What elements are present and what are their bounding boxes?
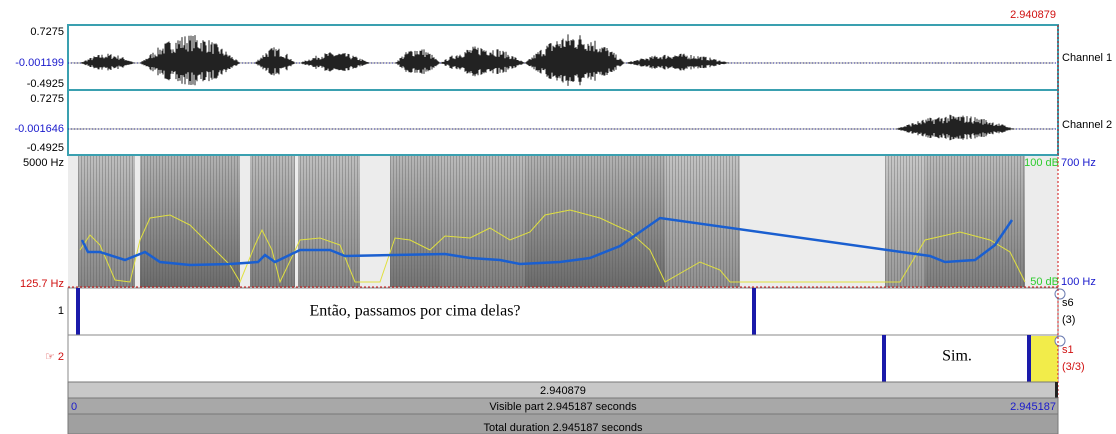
visible-part: Visible part 2.945187 seconds: [489, 401, 637, 413]
amp-mid: -0.001646: [14, 123, 64, 135]
freq-bottom: 125.7 Hz: [20, 278, 64, 290]
pitch-top: 700 Hz: [1061, 157, 1096, 169]
cursor-time: 2.940879: [1010, 9, 1056, 21]
amp-mid: -0.001199: [15, 57, 64, 69]
pitch-bottom: 100 Hz: [1061, 276, 1096, 288]
db-bottom: 50 dB: [1030, 276, 1059, 288]
spectral-striation: [298, 156, 360, 287]
spectral-striation: [525, 156, 665, 287]
total-duration: Total duration 2.945187 seconds: [483, 422, 643, 434]
visible-start: 0: [71, 401, 77, 413]
freq-top: 5000 Hz: [23, 157, 64, 169]
boundary[interactable]: [1027, 335, 1031, 382]
channel-label: Channel 1: [1062, 52, 1112, 64]
interval-text[interactable]: Sim.: [942, 348, 972, 365]
spectral-striation: [390, 156, 440, 287]
boundary[interactable]: [76, 288, 80, 335]
selection-duration: 2.940879: [540, 385, 586, 397]
tier-1[interactable]: [68, 288, 1058, 335]
channel-2-box: [68, 90, 1058, 155]
boundary[interactable]: [882, 335, 886, 382]
tier-count: (3): [1062, 314, 1075, 326]
spectral-striation: [140, 156, 240, 287]
tier-number: ☞ 2: [45, 351, 64, 363]
visible-end: 2.945187: [1010, 401, 1056, 413]
tier-2[interactable]: [68, 335, 1058, 382]
db-top: 100 dB: [1024, 157, 1059, 169]
channel-label: Channel 2: [1062, 119, 1112, 131]
spectral-striation: [78, 156, 135, 287]
tier-name: s1: [1062, 344, 1074, 356]
textgrid-editor: 2.940879 0.7275 -0.001199 -0.4925 Channe…: [0, 0, 1116, 434]
bar-edge: [1055, 382, 1058, 398]
amp-max: 0.7275: [30, 26, 64, 38]
page: 2.940879 0.7275 -0.001199 -0.4925 Channe…: [0, 0, 1116, 434]
tier-number: 1: [58, 305, 64, 317]
amp-min: -0.4925: [27, 142, 64, 154]
amp-min: -0.4925: [27, 78, 64, 90]
amp-max: 0.7275: [30, 93, 64, 105]
tier-name: s6: [1062, 297, 1074, 309]
interval-text[interactable]: Então, passamos por cima delas?: [309, 303, 520, 320]
spectral-striation: [440, 156, 525, 287]
selected-interval[interactable]: [1030, 336, 1058, 382]
spectral-striation: [250, 156, 295, 287]
tier-count: (3/3): [1062, 361, 1085, 373]
boundary[interactable]: [752, 288, 756, 335]
spectral-striation: [885, 156, 925, 287]
